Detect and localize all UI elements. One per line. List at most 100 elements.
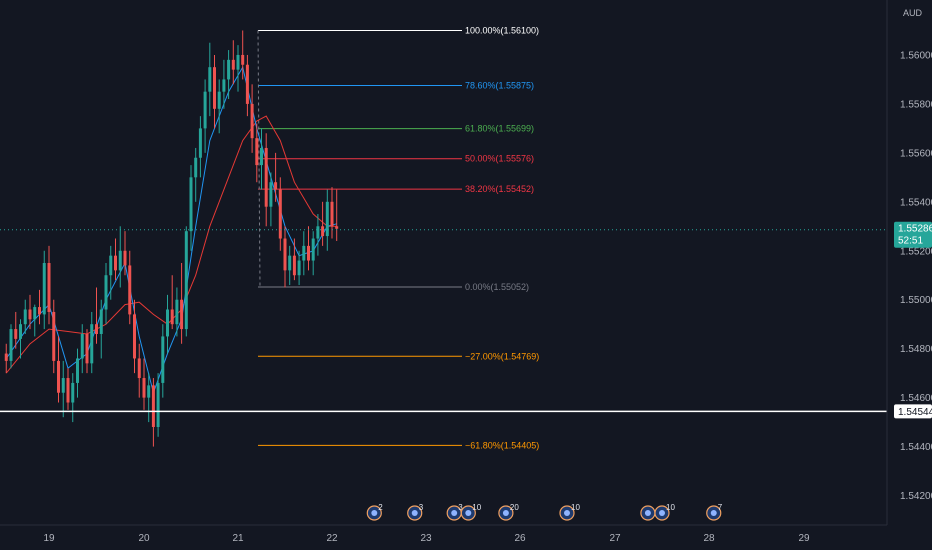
time-tick-label: 19 (43, 533, 55, 544)
candle-body (260, 147, 263, 166)
event-count: 2 (378, 503, 383, 512)
time-axis-ticks: 19 20 21 22 23 26 27 28 29 (43, 533, 810, 544)
fib-level-label: 61.80%(1.55699) (465, 124, 534, 134)
fibonacci-retracement[interactable]: 100.00%(1.56100) 78.60%(1.55875) 61.80%(1.… (257, 25, 539, 450)
candle-body (288, 255, 292, 271)
globe-icon (710, 510, 717, 516)
candle-body (52, 311, 56, 361)
candle-body (85, 333, 89, 364)
candle-body (99, 309, 103, 334)
horizontal-line-value: 1.54544 (898, 407, 932, 418)
event-count: 10 (666, 503, 675, 512)
globe-icon (371, 510, 378, 516)
fib-level-label: 78.60%(1.55875) (465, 81, 534, 91)
fib-trend-line (257, 30, 261, 288)
candle-body (236, 54, 240, 70)
candle-body (274, 182, 278, 190)
candle-body (90, 324, 94, 364)
candle-body (302, 245, 306, 261)
candle-body (133, 314, 136, 359)
candle-body (203, 91, 207, 129)
candle-body (245, 64, 249, 104)
time-tick-label: 26 (514, 533, 526, 544)
candle-body (255, 138, 259, 166)
candle-body (175, 299, 179, 325)
price-tick-label: 1.54200 (900, 491, 932, 502)
candle-body (104, 275, 108, 310)
economic-events[interactable]: 2 3 3 10 20 10 10 7 (366, 503, 723, 521)
candle-body (156, 382, 160, 427)
event-marker[interactable]: 10 (559, 503, 580, 521)
time-tick-label: 22 (326, 533, 338, 544)
candle-body (184, 231, 188, 330)
candle-body (250, 103, 254, 139)
candle-body (128, 265, 132, 315)
candle-body (151, 385, 155, 427)
event-count: 3 (458, 503, 463, 512)
candle-body (213, 67, 216, 109)
candle-body (170, 309, 174, 325)
candle-body (208, 67, 212, 92)
candle-body (71, 382, 75, 403)
candle-body (114, 255, 117, 271)
fib-level-label: 0.00%(1.55052) (465, 282, 529, 292)
fib-level-label: 38.20%(1.55452) (465, 184, 534, 194)
time-tick-label: 29 (798, 533, 810, 544)
currency-label[interactable]: AUD (903, 8, 923, 18)
candle-body (47, 263, 51, 312)
event-marker[interactable]: 20 (498, 503, 519, 521)
candle-body (198, 128, 202, 158)
event-marker[interactable]: 10 (654, 503, 675, 521)
event-count: 20 (510, 503, 519, 512)
candle-body (335, 226, 339, 229)
candle-body (311, 238, 315, 261)
candle-body (123, 250, 127, 266)
candle-body (166, 309, 169, 337)
price-tick-label: 1.54800 (900, 344, 932, 355)
candle-body (316, 226, 320, 239)
globe-icon (644, 510, 651, 516)
candle-body (28, 309, 32, 320)
candle-body (217, 91, 221, 109)
candle-body (283, 238, 287, 271)
event-marker[interactable]: 2 (366, 503, 383, 521)
candle-body (231, 59, 235, 70)
fib-level-label: −61.80%(1.54405) (465, 440, 539, 450)
price-tick-label: 1.55000 (900, 295, 932, 306)
price-axis[interactable] (887, 0, 932, 525)
candle-body (189, 177, 193, 232)
candle-body (227, 59, 231, 80)
time-tick-label: 27 (609, 533, 621, 544)
event-marker[interactable]: 10 (460, 503, 482, 521)
time-tick-label: 20 (138, 533, 150, 544)
horizontal-line-tag: 1.54544 (894, 404, 932, 419)
current-price-tag: 1.55286 52:51 (894, 221, 932, 248)
candle-body (330, 201, 334, 227)
current-price-value: 1.55286 (898, 224, 932, 235)
price-tick-label: 1.55600 (900, 148, 932, 159)
candle-body (33, 307, 37, 320)
candle-body (194, 157, 198, 178)
globe-icon (564, 510, 570, 516)
candle-countdown: 52:51 (898, 236, 923, 247)
candle-body (95, 324, 98, 334)
event-marker[interactable] (640, 505, 656, 521)
event-marker[interactable]: 7 (706, 503, 723, 521)
candle-body (42, 263, 46, 315)
candle-body (137, 358, 141, 379)
fib-level-label: −27.00%(1.54769) (465, 351, 539, 361)
candle-body (278, 189, 282, 239)
candlesticks (4, 30, 339, 447)
event-count: 3 (419, 503, 424, 512)
event-marker[interactable]: 3 (446, 503, 463, 521)
candle-body (23, 309, 27, 325)
price-tick-label: 1.55200 (900, 246, 932, 257)
price-tick-label: 1.55800 (900, 99, 932, 110)
globe-icon (465, 510, 472, 516)
price-tick-label: 1.56000 (900, 50, 932, 61)
candle-body (307, 245, 310, 261)
event-marker[interactable]: 3 (407, 503, 424, 521)
globe-icon (451, 510, 458, 516)
